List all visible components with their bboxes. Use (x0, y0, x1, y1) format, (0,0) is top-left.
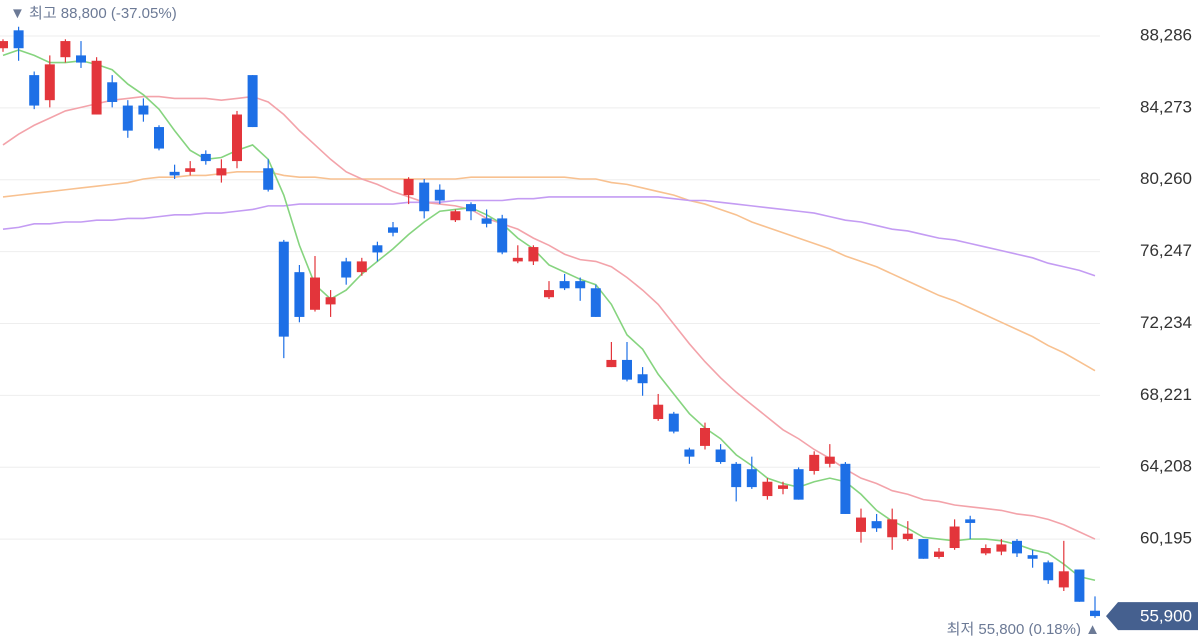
candle-body (1027, 555, 1038, 559)
candle-body (1012, 540, 1022, 554)
candle-body (388, 227, 398, 233)
y-tick-label: 80,260 (1140, 169, 1192, 188)
low-annotation: 최저 55,800 (0.18%) ▲ (947, 621, 1100, 636)
candle-body (918, 539, 929, 559)
candle-body (887, 519, 898, 538)
moving-average-line (2, 196, 1096, 277)
candle-body (606, 359, 617, 368)
candle-body (575, 281, 586, 289)
y-tick-label: 76,247 (1140, 241, 1192, 260)
candle-body (996, 544, 1007, 552)
candle-body (0, 41, 8, 49)
y-tick-label: 72,234 (1140, 313, 1192, 332)
y-tick-label: 68,221 (1140, 385, 1192, 404)
candle-body (544, 290, 554, 298)
candle-body (668, 413, 679, 432)
candle-body (403, 179, 414, 196)
candle-body (1074, 569, 1085, 602)
current-price-label: 55,900 (1140, 607, 1192, 626)
candle-body (528, 247, 539, 262)
current-price-tag (1106, 602, 1198, 631)
candle-body (637, 374, 648, 384)
candle-body (512, 257, 523, 262)
moving-average-line (2, 171, 1096, 372)
candle-body (91, 60, 102, 115)
candle-body (949, 526, 960, 549)
candle-body (60, 41, 71, 58)
candle-body (169, 171, 180, 176)
candle-body (107, 82, 118, 102)
candle-body (294, 272, 305, 317)
candle-body (76, 55, 86, 63)
candle-body (590, 288, 601, 317)
candle-body (310, 277, 320, 310)
candle-body (746, 469, 757, 488)
candle-body (13, 30, 24, 49)
candle-body (684, 449, 695, 457)
candle-body (232, 114, 242, 162)
candle-body (980, 548, 991, 554)
candle-body (263, 168, 274, 190)
candle-body (902, 533, 913, 540)
candle-body (559, 281, 570, 289)
candle-body (856, 517, 866, 532)
candle-body (356, 261, 367, 273)
candle-body (824, 456, 835, 464)
candle-body (434, 189, 445, 201)
candle-body (29, 75, 40, 106)
candle-body (185, 168, 196, 172)
moving-average-line (2, 95, 1096, 540)
candle-body (466, 204, 476, 212)
candle-body (778, 485, 788, 489)
y-tick-label: 88,286 (1140, 25, 1192, 44)
candle-body (622, 359, 632, 380)
high-annotation: ▼ 최고 88,800 (-37.05%) (10, 5, 177, 22)
candle-body (934, 551, 944, 557)
candle-body (216, 168, 227, 176)
candle-body (154, 127, 164, 149)
candle-body (840, 463, 851, 514)
candle-body (372, 245, 383, 253)
candle-body (1058, 571, 1069, 588)
moving-average-line (2, 49, 1096, 582)
candle-body (44, 64, 55, 101)
moving-averages (2, 49, 1096, 582)
candle-body (1090, 610, 1100, 617)
candle-body (419, 182, 430, 212)
y-axis: 60,195 64,208 68,221 72,234 76,247 80,260 84,2… (1106, 25, 1198, 631)
candle-body (762, 481, 773, 497)
candle-body (481, 218, 492, 224)
candle-body (341, 261, 352, 278)
grid (0, 35, 1100, 540)
candle-body (450, 211, 461, 221)
candle-body (871, 521, 882, 529)
candle-body (122, 105, 133, 131)
candle-body (278, 241, 289, 337)
candle-body (138, 105, 149, 115)
candle-body (247, 75, 258, 128)
candle-body (1043, 562, 1054, 581)
candle-body (700, 427, 710, 446)
candle-body (325, 297, 336, 305)
candle-body (497, 218, 508, 253)
y-tick-label: 84,273 (1140, 97, 1192, 116)
candle-body (809, 454, 820, 471)
candle-body (793, 469, 804, 500)
candle-body (965, 519, 976, 523)
y-tick-label: 60,195 (1140, 529, 1192, 548)
candles (0, 26, 1100, 618)
y-tick-label: 64,208 (1140, 457, 1192, 476)
candle-body (200, 153, 211, 162)
candle-body (715, 449, 726, 463)
candle-body (653, 404, 664, 420)
candle-body (731, 463, 742, 488)
